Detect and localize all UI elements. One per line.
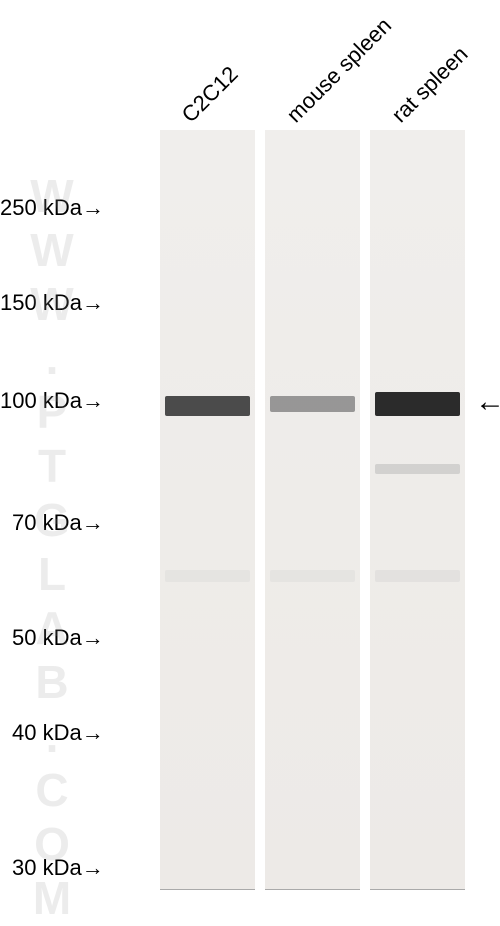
lane-2-band-faint xyxy=(375,570,461,582)
lane-1-band-faint xyxy=(270,570,356,582)
lane-0-band-main xyxy=(165,396,251,416)
lanes-area xyxy=(160,130,470,890)
lane-label-0: C2C12 xyxy=(177,61,244,128)
marker-150: 150 kDa→ xyxy=(0,290,104,316)
lane-1 xyxy=(265,130,360,890)
marker-100: 100 kDa→ xyxy=(0,388,104,414)
blot-figure: WWW.PTGLAB.COM 250 kDa→ 150 kDa→ 100 kDa… xyxy=(0,0,500,903)
marker-50: 50 kDa→ xyxy=(12,625,104,651)
lane-label-2: rat spleen xyxy=(387,41,474,128)
lane-0-bg xyxy=(160,130,255,889)
lane-0-band-faint xyxy=(165,570,251,582)
watermark-text: WWW.PTGLAB.COM xyxy=(25,170,79,926)
lane-2-bg xyxy=(370,130,465,889)
lane-2-band-main xyxy=(375,392,461,416)
marker-40: 40 kDa→ xyxy=(12,720,104,746)
lane-1-band-main xyxy=(270,396,356,412)
lane-0 xyxy=(160,130,255,890)
marker-250: 250 kDa→ xyxy=(0,195,104,221)
lane-label-1: mouse spleen xyxy=(282,13,397,128)
lane-2 xyxy=(370,130,465,890)
marker-30: 30 kDa→ xyxy=(12,855,104,881)
lane-1-bg xyxy=(265,130,360,889)
marker-70: 70 kDa→ xyxy=(12,510,104,536)
lane-2-band-secondary xyxy=(375,464,461,474)
result-arrow: ← xyxy=(475,385,500,419)
